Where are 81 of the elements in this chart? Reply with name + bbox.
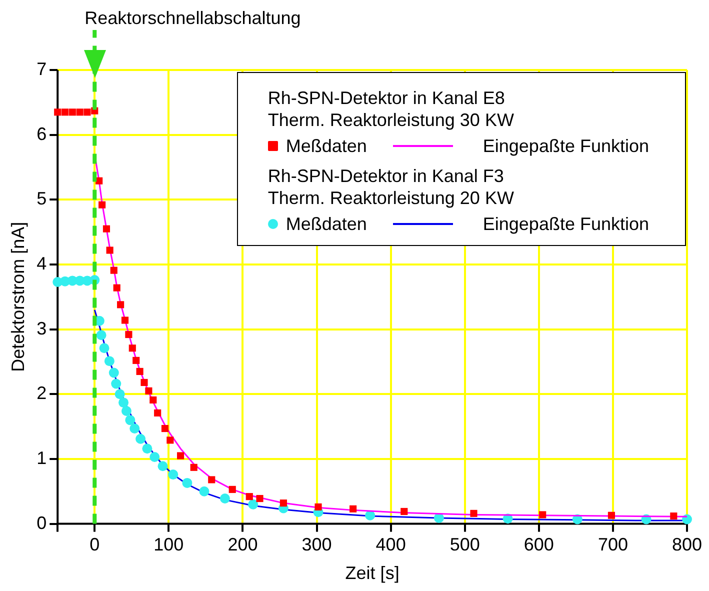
point — [314, 503, 322, 510]
point — [154, 409, 162, 416]
point — [130, 424, 140, 434]
annotation: Rh-SPN-Detektor in Kanal F3 Therm. Reaktorleistung 20 KW — [268, 165, 515, 209]
point — [168, 470, 178, 480]
point — [246, 493, 253, 500]
point — [132, 356, 140, 364]
y-tick-label: 6 — [36, 124, 47, 144]
x-tick-label: 300 — [302, 534, 332, 555]
point — [199, 486, 210, 496]
point — [142, 444, 152, 454]
point — [190, 464, 198, 471]
point — [470, 510, 478, 517]
point — [111, 378, 122, 389]
legend-label: Eingepaßte Funktion — [482, 135, 649, 157]
x-tick-label: 600 — [524, 534, 554, 555]
point — [256, 494, 264, 502]
point — [400, 508, 408, 516]
point — [182, 478, 192, 488]
point — [150, 452, 160, 462]
point — [161, 424, 169, 432]
point — [117, 301, 124, 308]
ref-line-label: Reaktorschnellabschaltung — [84, 8, 301, 28]
point — [136, 434, 146, 444]
point — [118, 398, 129, 408]
point — [98, 201, 106, 208]
legend-label: Meßdaten — [286, 213, 367, 235]
y-tick-label: 7 — [36, 58, 47, 79]
point — [145, 387, 152, 394]
point — [208, 476, 216, 484]
annotation: Rh-SPN-Detektor in Kanal E8 Therm. Reaktorleistung 30 KW — [268, 87, 515, 131]
point — [248, 499, 258, 510]
point — [54, 108, 62, 116]
x-tick-label: 400 — [376, 534, 406, 555]
x-tick-label: 700 — [598, 534, 628, 555]
y-tick-label: 0 — [36, 512, 47, 533]
point — [76, 108, 84, 116]
x-tick-label: 100 — [154, 534, 184, 555]
point — [113, 284, 120, 292]
x-tick-label: 200 — [228, 534, 258, 555]
point — [110, 266, 118, 274]
point — [104, 356, 114, 366]
point — [125, 415, 136, 426]
y-tick-label: 4 — [36, 253, 47, 274]
point — [121, 316, 129, 324]
point — [106, 246, 114, 254]
point — [228, 486, 236, 493]
point — [670, 512, 678, 520]
y-axis-title: Detektorstrom [nA] — [8, 222, 28, 372]
point — [96, 330, 106, 340]
x-tick-label: 500 — [450, 534, 480, 555]
point — [61, 108, 69, 116]
point — [539, 511, 546, 518]
legend-label: Eingepaßte Funktion — [482, 213, 649, 235]
point — [125, 330, 132, 338]
point — [220, 494, 230, 504]
point — [280, 500, 287, 507]
legend-label: Meßdaten — [286, 135, 367, 157]
x-tick-label: 0 — [90, 534, 100, 555]
y-tick-label: 5 — [36, 188, 47, 209]
point — [608, 512, 616, 519]
point — [150, 396, 157, 404]
y-tick-label: 1 — [36, 448, 47, 468]
point — [114, 389, 125, 400]
point — [102, 225, 110, 232]
point — [108, 368, 119, 378]
point — [136, 368, 144, 375]
y-tick-label: 3 — [36, 318, 47, 338]
point — [99, 343, 110, 354]
y-tick-label: 2 — [36, 383, 47, 404]
point — [166, 436, 174, 444]
point — [350, 505, 357, 512]
point — [140, 378, 148, 386]
point — [128, 344, 136, 352]
point — [68, 108, 76, 116]
x-axis-title: Zeit [s] — [345, 563, 400, 584]
point — [176, 452, 184, 460]
x-tick-label: 800 — [672, 534, 702, 555]
point — [158, 461, 168, 472]
point — [84, 108, 91, 116]
point — [121, 406, 132, 416]
